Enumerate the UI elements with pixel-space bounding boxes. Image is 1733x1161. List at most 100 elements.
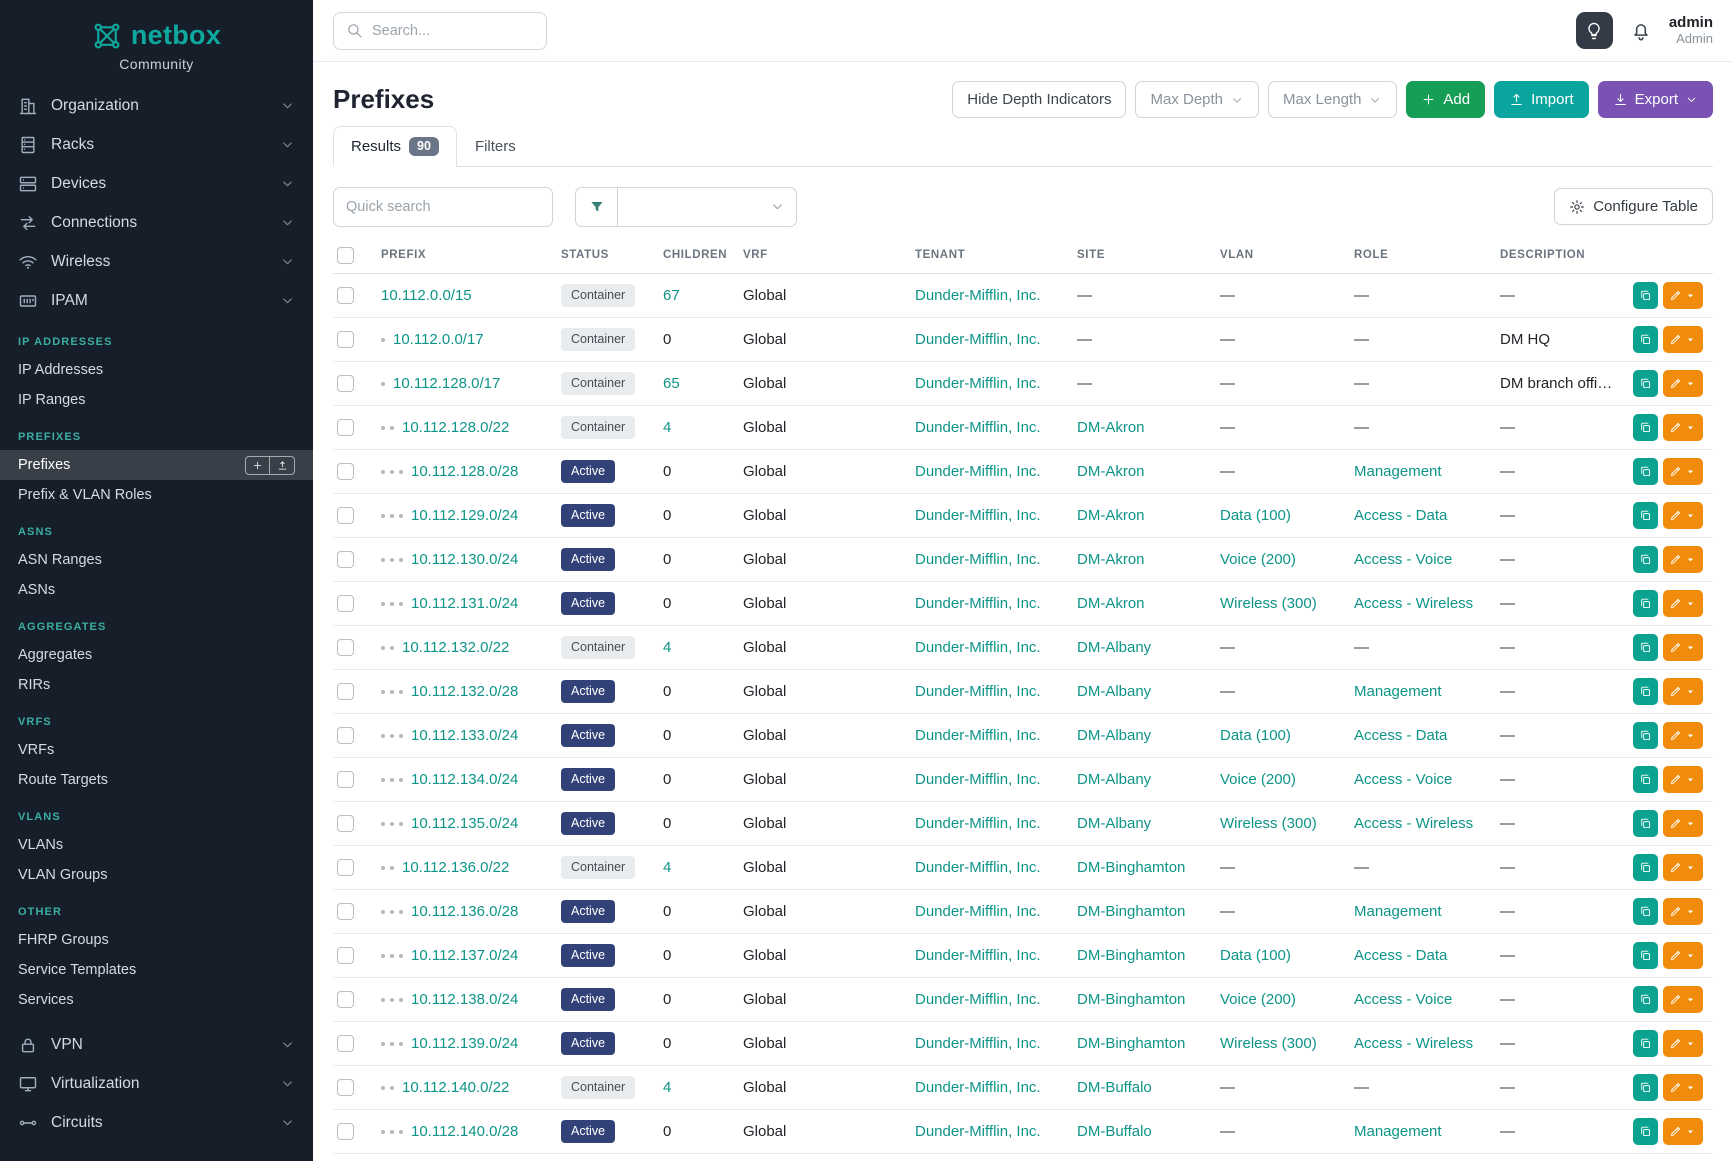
role-link[interactable]: Management xyxy=(1354,1122,1442,1140)
role-link[interactable]: Access - Voice xyxy=(1354,770,1453,788)
tenant-link[interactable]: Dunder-Mifflin, Inc. xyxy=(915,550,1041,568)
site-link[interactable]: DM-Binghamton xyxy=(1077,902,1186,920)
sidebar-item-asn-ranges[interactable]: ASN Ranges xyxy=(18,552,102,568)
tenant-link[interactable]: Dunder-Mifflin, Inc. xyxy=(915,814,1041,832)
sidebar-item-wireless[interactable]: Wireless xyxy=(0,242,313,281)
row-checkbox[interactable] xyxy=(337,814,354,832)
max-depth-dropdown[interactable]: Max Depth xyxy=(1135,81,1260,118)
row-checkbox[interactable] xyxy=(337,374,354,392)
site-link[interactable]: DM-Akron xyxy=(1077,462,1145,480)
tenant-link[interactable]: Dunder-Mifflin, Inc. xyxy=(915,374,1041,392)
prefix-link[interactable]: 10.112.0.0/17 xyxy=(393,330,484,348)
sidebar-item-ipam[interactable]: IPAM xyxy=(0,281,313,320)
clone-button[interactable] xyxy=(1633,281,1658,309)
tenant-link[interactable]: Dunder-Mifflin, Inc. xyxy=(915,902,1041,920)
site-link[interactable]: DM-Albany xyxy=(1077,726,1152,744)
clone-button[interactable] xyxy=(1633,1073,1658,1101)
vlan-link[interactable]: Data (100) xyxy=(1220,946,1291,964)
children-count-link[interactable]: 4 xyxy=(663,1078,672,1096)
tenant-link[interactable]: Dunder-Mifflin, Inc. xyxy=(915,1078,1041,1096)
global-search[interactable] xyxy=(333,11,547,50)
role-link[interactable]: Access - Wireless xyxy=(1354,1034,1474,1052)
prefix-link[interactable]: 10.112.139.0/24 xyxy=(411,1034,519,1052)
clone-button[interactable] xyxy=(1633,633,1658,661)
netbox-logo[interactable]: netbox Community xyxy=(0,14,313,86)
children-count-link[interactable]: 4 xyxy=(663,638,672,656)
sidebar-item-service-templates[interactable]: Service Templates xyxy=(18,962,137,978)
row-checkbox[interactable] xyxy=(337,990,354,1008)
column-header-tenant[interactable]: TENANT xyxy=(905,238,1067,274)
tenant-link[interactable]: Dunder-Mifflin, Inc. xyxy=(915,990,1041,1008)
vlan-link[interactable]: Wireless (300) xyxy=(1220,1034,1317,1052)
prefix-link[interactable]: 10.112.128.0/22 xyxy=(402,418,510,436)
edit-button[interactable] xyxy=(1662,501,1703,529)
clone-button[interactable] xyxy=(1633,369,1658,397)
import-prefixes-button[interactable] xyxy=(270,455,295,475)
prefix-link[interactable]: 10.112.136.0/22 xyxy=(402,858,510,876)
role-link[interactable]: Management xyxy=(1354,902,1442,920)
site-link[interactable]: DM-Akron xyxy=(1077,418,1145,436)
sidebar-item-vlans[interactable]: VLANs xyxy=(18,837,64,853)
row-checkbox[interactable] xyxy=(337,858,354,876)
prefix-link[interactable]: 10.112.0.0/15 xyxy=(381,286,472,304)
row-checkbox[interactable] xyxy=(337,1034,354,1052)
clone-button[interactable] xyxy=(1633,1029,1658,1057)
import-button[interactable]: Import xyxy=(1494,81,1589,118)
sidebar-item-aggregates[interactable]: Aggregates xyxy=(18,647,93,663)
site-link[interactable]: DM-Binghamton xyxy=(1077,1034,1186,1052)
role-link[interactable]: Management xyxy=(1354,682,1442,700)
site-link[interactable]: DM-Buffalo xyxy=(1077,1122,1152,1140)
sidebar-item-prefix-vlan-roles[interactable]: Prefix & VLAN Roles xyxy=(18,487,152,503)
column-header-status[interactable]: STATUS xyxy=(551,238,653,274)
row-checkbox[interactable] xyxy=(337,726,354,744)
edit-button[interactable] xyxy=(1662,589,1703,617)
prefix-link[interactable]: 10.112.133.0/24 xyxy=(411,726,519,744)
row-checkbox[interactable] xyxy=(337,330,354,348)
site-link[interactable]: DM-Akron xyxy=(1077,550,1145,568)
site-link[interactable]: DM-Binghamton xyxy=(1077,990,1186,1008)
sidebar-item-asns[interactable]: ASNs xyxy=(18,582,56,598)
tenant-link[interactable]: Dunder-Mifflin, Inc. xyxy=(915,506,1041,524)
role-link[interactable]: Access - Data xyxy=(1354,946,1448,964)
row-checkbox[interactable] xyxy=(337,506,354,524)
row-checkbox[interactable] xyxy=(337,550,354,568)
clone-button[interactable] xyxy=(1633,545,1658,573)
column-header-role[interactable]: ROLE xyxy=(1344,238,1490,274)
vlan-link[interactable]: Voice (200) xyxy=(1220,770,1296,788)
tenant-link[interactable]: Dunder-Mifflin, Inc. xyxy=(915,682,1041,700)
prefix-link[interactable]: 10.112.140.0/28 xyxy=(411,1122,519,1140)
prefix-link[interactable]: 10.112.132.0/28 xyxy=(411,682,519,700)
tenant-link[interactable]: Dunder-Mifflin, Inc. xyxy=(915,770,1041,788)
prefix-link[interactable]: 10.112.137.0/24 xyxy=(411,946,519,964)
tenant-link[interactable]: Dunder-Mifflin, Inc. xyxy=(915,462,1041,480)
tenant-link[interactable]: Dunder-Mifflin, Inc. xyxy=(915,858,1041,876)
edit-button[interactable] xyxy=(1662,1073,1703,1101)
sidebar-item-services[interactable]: Services xyxy=(18,992,74,1008)
filter-button[interactable] xyxy=(575,186,617,227)
children-count-link[interactable]: 65 xyxy=(663,374,680,392)
edit-button[interactable] xyxy=(1662,633,1703,661)
column-header-site[interactable]: SITE xyxy=(1067,238,1210,274)
prefix-link[interactable]: 10.112.128.0/17 xyxy=(393,374,501,392)
vlan-link[interactable]: Wireless (300) xyxy=(1220,814,1317,832)
site-link[interactable]: DM-Albany xyxy=(1077,682,1152,700)
site-link[interactable]: DM-Akron xyxy=(1077,506,1145,524)
edit-button[interactable] xyxy=(1662,325,1703,353)
edit-button[interactable] xyxy=(1662,985,1703,1013)
clone-button[interactable] xyxy=(1633,985,1658,1013)
row-checkbox[interactable] xyxy=(337,902,354,920)
vlan-link[interactable]: Voice (200) xyxy=(1220,550,1296,568)
clone-button[interactable] xyxy=(1633,853,1658,881)
sidebar-item-devices[interactable]: Devices xyxy=(0,164,313,203)
row-checkbox[interactable] xyxy=(337,1122,354,1140)
row-checkbox[interactable] xyxy=(337,286,354,304)
tenant-link[interactable]: Dunder-Mifflin, Inc. xyxy=(915,286,1041,304)
tab-filters[interactable]: Filters xyxy=(474,137,516,155)
edit-button[interactable] xyxy=(1662,281,1703,309)
tenant-link[interactable]: Dunder-Mifflin, Inc. xyxy=(915,1122,1041,1140)
prefix-link[interactable]: 10.112.140.0/22 xyxy=(402,1078,510,1096)
sidebar-item-vlan-groups[interactable]: VLAN Groups xyxy=(18,867,108,883)
site-link[interactable]: DM-Buffalo xyxy=(1077,1078,1152,1096)
clone-button[interactable] xyxy=(1633,457,1658,485)
vlan-link[interactable]: Voice (200) xyxy=(1220,990,1296,1008)
